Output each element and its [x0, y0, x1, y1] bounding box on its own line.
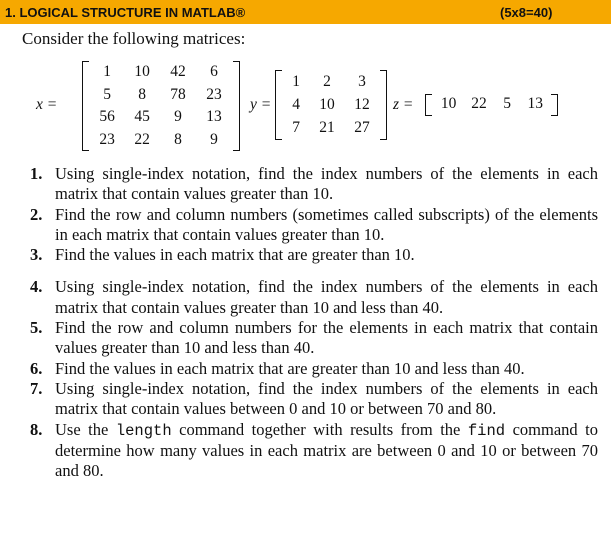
matrix-entry: 45 — [134, 108, 150, 126]
matrix: 10 22 5 13 — [425, 94, 558, 116]
matrix-entry: 8 — [138, 85, 146, 103]
matrix-entry: 7 — [292, 118, 300, 136]
question: 7. Using single-index notation, find the … — [30, 379, 598, 420]
matrix-row: 4 10 12 — [283, 93, 379, 116]
bracket — [82, 61, 89, 151]
question-number: 2. — [30, 204, 43, 224]
bracket — [380, 70, 387, 140]
section-title: 1. LOGICAL STRUCTURE IN MATLAB® — [5, 5, 246, 20]
matrix-entry: 8 — [174, 130, 182, 148]
matrix-entry: 22 — [471, 95, 487, 112]
question-text: command together with results from the — [171, 419, 468, 439]
matrix-name: x = — [36, 96, 58, 113]
matrix-row: 23 22 8 9 — [90, 129, 232, 152]
matrix-entry: 56 — [99, 108, 115, 126]
question: 6. Find the values in each matrix that ar… — [30, 359, 598, 379]
question-text: Use the — [55, 419, 116, 439]
question: 1. Using single-index notation, find the … — [30, 164, 598, 205]
matrix-entry: 10 — [134, 63, 150, 81]
question-number: 6. — [30, 358, 43, 378]
matrix-entry: 27 — [354, 118, 370, 136]
matrix-row: 1 2 3 — [283, 70, 379, 93]
question-text: Find the row and column numbers for the … — [55, 318, 598, 358]
question-number: 7. — [30, 378, 43, 398]
matrix-entry: 1 — [103, 63, 111, 81]
matrix-row: 56 45 9 13 — [90, 106, 232, 129]
inline-code: find — [467, 421, 506, 440]
matrix-table: 1 10 42 6 5 8 78 23 56 45 9 13 23 22 8 9 — [90, 61, 232, 151]
question-number: 5. — [30, 318, 43, 338]
question-number: 4. — [30, 277, 43, 297]
question: 4. Using single-index notation, find the … — [30, 277, 598, 318]
matrix-entry: 9 — [210, 130, 218, 148]
matrix: 1 2 3 4 10 12 7 21 27 — [275, 70, 387, 140]
matrix-name: z = — [393, 96, 414, 113]
matrix-entry: 42 — [170, 63, 186, 81]
question-text: Find the row and column numbers (sometim… — [55, 204, 598, 244]
question-text: Find the values in each matrix that are … — [55, 245, 415, 265]
matrix-entry: 23 — [206, 85, 222, 103]
question: 5. Find the row and column numbers for th… — [30, 318, 598, 359]
matrix-entry: 10 — [440, 95, 457, 112]
question-number: 1. — [30, 164, 43, 183]
question-text: Using single-index notation, find the in… — [55, 164, 598, 204]
question-number: 3. — [30, 245, 43, 265]
matrix-entry: 23 — [99, 130, 115, 148]
matrix-table: 10 22 5 13 — [433, 94, 550, 114]
question-list: 1. Using single-index notation, find the … — [30, 164, 598, 481]
matrix-entry: 78 — [170, 85, 186, 103]
matrix-entry: 5 — [103, 85, 111, 103]
matrix-row: 10 22 5 13 — [433, 94, 550, 114]
bracket — [425, 94, 432, 116]
bracket — [275, 70, 282, 140]
inline-code: length — [115, 421, 172, 440]
header-bar: 1. LOGICAL STRUCTURE IN MATLAB® (5x8=40) — [0, 0, 611, 24]
matrix-entry: 22 — [134, 130, 150, 148]
question-text: Using single-index notation, find the in… — [55, 378, 598, 419]
question-text: Using single-index notation, find the in… — [55, 277, 598, 317]
matrix-entry: 13 — [206, 108, 222, 126]
matrix-entry: 2 — [323, 72, 331, 90]
matrix-row: 7 21 27 — [283, 116, 379, 139]
question-text: Find the values in each matrix that are … — [55, 358, 525, 378]
matrix-entry: 5 — [503, 95, 511, 112]
matrix-entry: 10 — [319, 95, 335, 113]
matrix-entry: 9 — [174, 108, 182, 126]
matrix-table: 1 2 3 4 10 12 7 21 27 — [283, 70, 379, 139]
matrix-entry: 21 — [319, 118, 335, 136]
question-number: 8. — [30, 419, 43, 439]
matrix: 1 10 42 6 5 8 78 23 56 45 9 13 23 22 8 9 — [82, 61, 240, 151]
matrix-entry: 12 — [354, 95, 370, 113]
matrix-row: 1 10 42 6 — [90, 61, 232, 84]
matrix-entry: 3 — [358, 72, 366, 90]
question: 3. Find the values in each matrix that ar… — [30, 245, 598, 265]
question: 2. Find the row and column numbers (somet… — [30, 205, 598, 246]
question: 8. Use the length command together with r… — [30, 420, 598, 482]
matrix-entry: 6 — [210, 63, 218, 81]
matrix-entry: 13 — [527, 95, 543, 112]
bracket — [233, 61, 240, 151]
matrix-entry: 4 — [292, 95, 300, 113]
matrix-row: 5 8 78 23 — [90, 84, 232, 107]
bracket — [551, 94, 558, 116]
question-text: command to determine how many values in … — [55, 419, 598, 481]
matrix-name: y = — [250, 96, 272, 113]
intro: Consider the following matrices: — [22, 29, 246, 48]
matrix-entry: 1 — [292, 72, 300, 90]
points: (5x8=40) — [500, 5, 553, 20]
